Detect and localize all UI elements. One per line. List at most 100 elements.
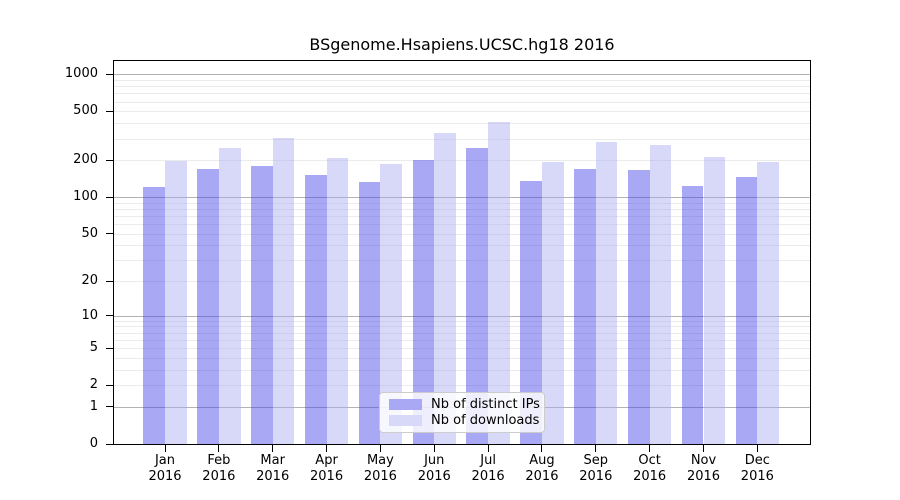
bar-distinct-ips (574, 168, 596, 444)
bar-downloads (434, 132, 456, 444)
bar-distinct-ips (251, 165, 273, 444)
bar-distinct-ips (304, 174, 327, 444)
gridline-minor (114, 260, 810, 262)
x-tick-label: May 2016 (363, 453, 397, 484)
gridline-minor (114, 202, 810, 204)
gridline-major (114, 315, 810, 317)
legend-label-downloads: Nb of downloads (431, 413, 540, 429)
x-tick-mark (703, 445, 704, 452)
gridline-minor (114, 369, 810, 371)
x-tick-mark (541, 445, 543, 452)
gridline-minor (114, 357, 810, 359)
x-tick-label: Aug 2016 (525, 453, 559, 484)
y-tick-mark (106, 315, 113, 317)
legend-swatch-distinct-ips (389, 398, 422, 410)
x-tick-mark (649, 445, 651, 452)
y-tick-label: 0 (89, 436, 98, 451)
x-tick-label: Sep 2016 (579, 453, 613, 484)
legend: Nb of distinct IPs Nb of downloads (379, 392, 545, 433)
legend-item-distinct-ips: Nb of distinct IPs (389, 397, 540, 412)
y-tick-label: 200 (73, 152, 98, 168)
bar-distinct-ips (466, 147, 489, 444)
y-tick-label: 10 (81, 307, 98, 323)
gridline-minor (114, 79, 810, 81)
bar-downloads (380, 164, 403, 444)
gridline-minor (114, 320, 810, 322)
y-tick-label: 50 (81, 225, 98, 241)
x-tick-label: Feb 2016 (202, 453, 236, 484)
gridline-minor (114, 138, 810, 140)
x-tick-mark (326, 445, 328, 452)
y-tick-label: 5 (89, 340, 98, 356)
legend-label-distinct-ips: Nb of distinct IPs (431, 396, 540, 412)
x-tick-label: Jun 2016 (417, 453, 451, 484)
y-tick-mark (106, 406, 113, 408)
y-tick-mark (106, 196, 113, 198)
bar-downloads (165, 161, 187, 444)
chart-title: BSgenome.Hsapiens.UCSC.hg18 2016 (309, 35, 615, 54)
y-tick-mark (106, 347, 113, 349)
gridline-minor (114, 332, 810, 334)
y-tick-mark (106, 384, 113, 386)
bar-distinct-ips (143, 186, 165, 444)
gridline-minor (114, 86, 810, 88)
y-tick-mark (106, 233, 113, 235)
y-tick-mark (106, 280, 113, 282)
gridline-minor (114, 339, 810, 341)
gridline-minor (114, 385, 810, 387)
bar-distinct-ips (197, 168, 219, 444)
gridline-major (114, 74, 810, 76)
gridline-minor (114, 245, 810, 247)
bar-downloads (272, 138, 295, 444)
y-tick-label: 500 (73, 103, 98, 119)
y-tick-label: 2 (89, 377, 98, 393)
bar-downloads (595, 142, 618, 444)
x-tick-label: Jan 2016 (148, 453, 182, 484)
x-tick-label: Oct 2016 (633, 453, 667, 484)
y-tick-mark (106, 73, 113, 75)
bar-distinct-ips (627, 169, 650, 444)
bar-downloads (649, 145, 672, 444)
bar-downloads (326, 158, 349, 444)
x-tick-mark (756, 445, 758, 452)
x-tick-mark (218, 445, 220, 452)
x-tick-mark (164, 445, 166, 452)
bar-distinct-ips (681, 186, 704, 444)
y-tick-mark (106, 159, 113, 161)
x-tick-label: Dec 2016 (740, 453, 774, 484)
x-tick-mark (487, 445, 489, 452)
bar-downloads (541, 162, 564, 444)
y-tick-label: 20 (81, 273, 98, 289)
bar-downloads (488, 121, 510, 444)
bar-distinct-ips (520, 180, 542, 444)
legend-item-downloads: Nb of downloads (389, 413, 539, 428)
gridline-minor (114, 160, 810, 162)
bar-downloads (218, 147, 241, 444)
bar-distinct-ips (412, 160, 435, 444)
gridline-minor (114, 224, 810, 226)
x-tick-label: Jul 2016 (471, 453, 505, 484)
y-tick-label: 100 (73, 189, 98, 205)
legend-swatch-downloads (389, 415, 422, 427)
gridline-minor (114, 208, 810, 210)
x-tick-mark (272, 445, 274, 452)
y-tick-mark (106, 110, 113, 112)
gridline-minor (114, 111, 810, 113)
gridline-minor (114, 348, 810, 350)
y-tick-label: 1 (89, 398, 98, 414)
x-tick-label: Nov 2016 (686, 453, 721, 484)
gridline-minor (114, 215, 810, 217)
x-tick-label: Mar 2016 (256, 453, 290, 484)
x-tick-mark (379, 445, 381, 452)
y-tick-label: 1000 (64, 66, 98, 82)
x-tick-label: Apr 2016 (310, 453, 344, 484)
gridline-minor (114, 93, 810, 95)
bar-distinct-ips (358, 181, 381, 444)
gridline-major (114, 197, 810, 199)
x-tick-mark (433, 445, 435, 452)
bar-downloads (703, 156, 726, 444)
gridline-minor (114, 233, 810, 235)
bar-downloads (757, 162, 780, 444)
bar-distinct-ips (735, 177, 758, 444)
